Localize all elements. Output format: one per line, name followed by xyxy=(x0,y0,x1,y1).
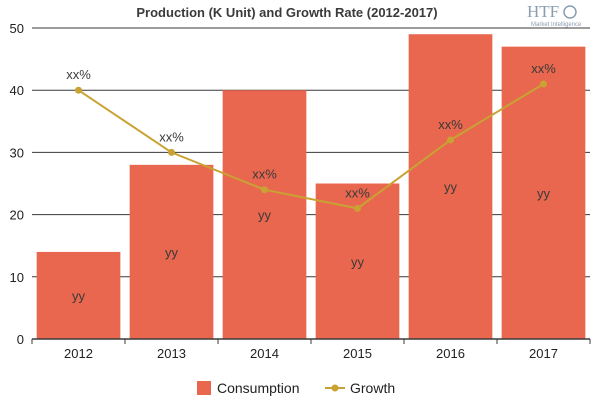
bar xyxy=(501,46,586,339)
growth-point xyxy=(540,80,547,88)
bar-label: yy xyxy=(444,180,458,195)
x-tick-label: 2012 xyxy=(64,346,93,361)
growth-label: xx% xyxy=(438,117,463,132)
y-tick-label: 30 xyxy=(10,145,24,160)
growth-label: xx% xyxy=(159,129,184,144)
y-tick-label: 40 xyxy=(10,83,24,98)
growth-label: xx% xyxy=(345,185,370,200)
globe-icon xyxy=(563,5,577,19)
bar xyxy=(408,34,493,339)
growth-point xyxy=(75,86,82,94)
logo-subtext: Market Intelligence xyxy=(531,22,582,28)
y-tick-label: 10 xyxy=(10,270,24,285)
y-tick-label: 50 xyxy=(10,21,24,36)
chart-title: Production (K Unit) and Growth Rate (201… xyxy=(136,5,437,20)
legend-marker-growth xyxy=(331,384,339,392)
legend-swatch-consumption xyxy=(197,381,211,395)
y-tick-label: 0 xyxy=(17,332,24,347)
growth-point xyxy=(261,186,268,194)
bar xyxy=(129,164,214,339)
x-tick-label: 2017 xyxy=(529,346,558,361)
bar-label: yy xyxy=(258,208,272,223)
growth-point xyxy=(168,148,175,156)
growth-label: xx% xyxy=(531,61,556,76)
growth-line xyxy=(77,83,545,210)
x-tick-label: 2016 xyxy=(436,346,465,361)
bar-label: yy xyxy=(351,254,365,269)
y-tick-label: 20 xyxy=(10,208,24,223)
logo-text: HTF xyxy=(527,2,559,21)
x-tick-label: 2013 xyxy=(157,346,186,361)
bar xyxy=(222,90,307,339)
bar-label: yy xyxy=(72,288,86,303)
growth-point xyxy=(447,136,454,144)
x-tick-label: 2015 xyxy=(343,346,372,361)
legend-label-consumption: Consumption xyxy=(217,380,300,396)
growth-label: xx% xyxy=(252,167,277,182)
legend-label-growth: Growth xyxy=(350,380,395,396)
growth-label: xx% xyxy=(66,67,91,82)
x-tick-label: 2014 xyxy=(250,346,279,361)
growth-point xyxy=(354,204,361,212)
bar-label: yy xyxy=(537,186,551,201)
htf-logo: HTF Market Intelligence xyxy=(527,2,582,28)
bar-label: yy xyxy=(165,245,179,260)
bar xyxy=(36,251,121,339)
